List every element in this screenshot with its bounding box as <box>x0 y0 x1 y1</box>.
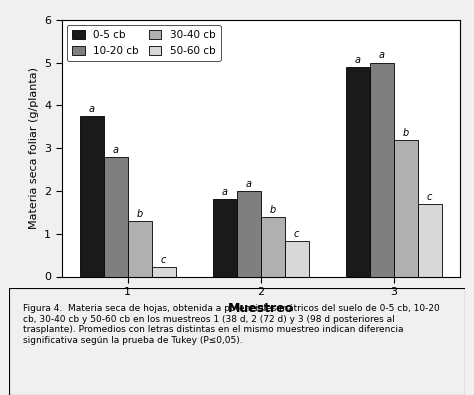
Bar <box>213 199 237 276</box>
Text: a: a <box>113 145 118 154</box>
Text: Figura 4.  Materia seca de hojas, obtenida a potenciales mátricos del suelo de 0: Figura 4. Materia seca de hojas, obtenid… <box>23 304 440 344</box>
Text: c: c <box>294 229 299 239</box>
Bar <box>285 241 309 276</box>
Text: a: a <box>355 55 361 65</box>
Bar <box>370 62 394 276</box>
Text: b: b <box>137 209 143 219</box>
X-axis label: Muestreo: Muestreo <box>228 303 294 316</box>
Text: b: b <box>270 205 276 215</box>
Bar <box>346 67 370 276</box>
Bar <box>418 204 442 276</box>
Y-axis label: Materia seca foliar (g/planta): Materia seca foliar (g/planta) <box>28 67 38 229</box>
Text: a: a <box>89 104 95 114</box>
Bar <box>394 141 418 276</box>
Bar <box>152 267 175 276</box>
Bar <box>237 191 261 276</box>
Bar <box>80 116 104 276</box>
Text: c: c <box>427 192 432 201</box>
Legend: 0-5 cb, 10-20 cb, 30-40 cb, 50-60 cb: 0-5 cb, 10-20 cb, 30-40 cb, 50-60 cb <box>67 25 220 61</box>
Text: a: a <box>222 187 228 198</box>
Text: a: a <box>246 179 252 189</box>
Text: c: c <box>161 255 166 265</box>
Text: b: b <box>402 128 409 138</box>
Bar <box>261 217 285 276</box>
Bar <box>104 157 128 276</box>
Bar <box>128 221 152 276</box>
Text: a: a <box>379 51 385 60</box>
